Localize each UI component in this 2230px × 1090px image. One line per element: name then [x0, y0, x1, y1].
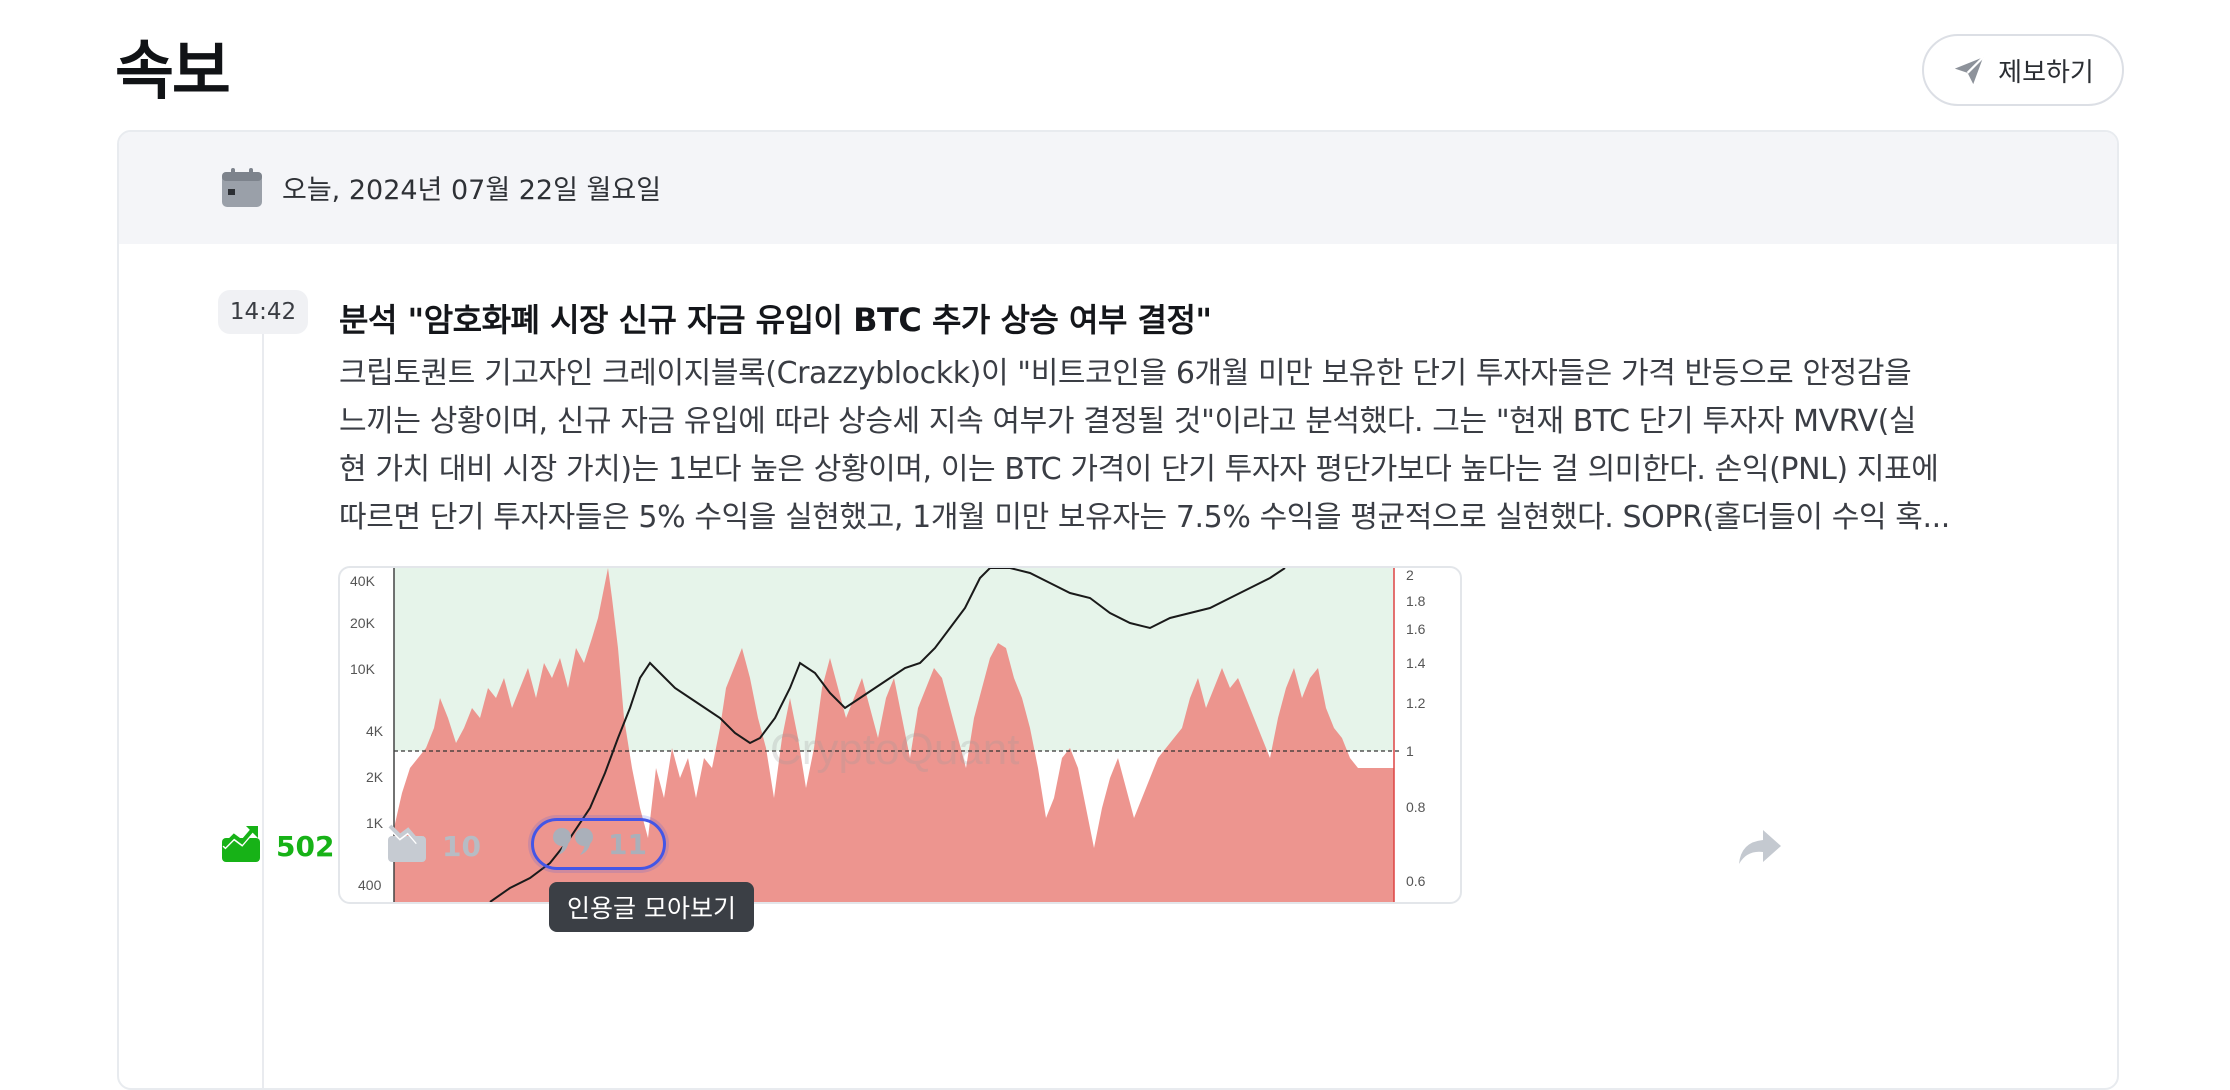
left-axis-tick: 40K: [350, 573, 376, 589]
bearish-count: 10: [442, 830, 481, 863]
bullish-button[interactable]: 502: [220, 822, 334, 871]
chart-watermark: CryptoQuant: [770, 725, 1019, 774]
right-axis-tick: 1: [1406, 743, 1414, 759]
calendar-icon: [221, 168, 263, 212]
share-icon[interactable]: [1737, 828, 1783, 870]
left-axis-tick: 1K: [366, 815, 384, 831]
news-body[interactable]: 크립토퀀트 기고자인 크레이지블록(Crazzyblockk)이 "비트코인을 …: [339, 350, 2079, 542]
news-chart-image[interactable]: 40K 20K 10K 4K 2K 1K 400 2 1.8 1.6 1.4 1…: [338, 566, 1462, 904]
right-axis-tick: 1.6: [1406, 621, 1426, 637]
left-axis-tick: 400: [358, 877, 382, 893]
date-text: 오늘, 2024년 07월 22일 월요일: [282, 175, 662, 206]
report-button[interactable]: 제보하기: [1922, 34, 2124, 106]
quote-icon: [552, 825, 596, 864]
right-axis-tick: 1.8: [1406, 593, 1426, 609]
news-body-line: 따르면 단기 투자자들은 5% 수익을 실현했고, 1개월 미만 보유자는 7.…: [339, 500, 1950, 535]
page-title: 속보: [115, 35, 231, 109]
right-axis-tick: 0.6: [1406, 873, 1426, 889]
timeline-line: [262, 328, 264, 1088]
left-axis-tick: 10K: [350, 661, 376, 677]
trend-down-icon: [386, 822, 428, 871]
date-header: 오늘, 2024년 07월 22일 월요일: [119, 132, 2117, 244]
right-axis-tick: 1.2: [1406, 695, 1426, 711]
right-axis-tick: 1.4: [1406, 655, 1426, 671]
news-body-line: 현 가치 대비 시장 가치)는 1보다 높은 상황이며, 이는 BTC 가격이 …: [339, 452, 1939, 487]
news-body-line: 크립토퀀트 기고자인 크레이지블록(Crazzyblockk)이 "비트코인을 …: [339, 356, 1912, 391]
left-axis-tick: 20K: [350, 615, 376, 631]
quote-tooltip: 인용글 모아보기: [549, 882, 754, 932]
send-icon: [1952, 53, 1986, 87]
quote-count: 11: [608, 827, 647, 861]
left-axis-tick: 2K: [366, 769, 384, 785]
report-button-label: 제보하기: [1998, 57, 2094, 88]
bearish-button[interactable]: 10: [386, 822, 481, 871]
time-badge: 14:42: [218, 290, 308, 334]
right-axis-tick: 0.8: [1406, 799, 1426, 815]
left-axis-tick: 4K: [366, 723, 384, 739]
trend-up-icon: [220, 822, 262, 871]
bullish-count: 502: [276, 830, 335, 863]
right-axis-tick: 2: [1406, 568, 1414, 583]
news-title[interactable]: 분석 "암호화폐 시장 신규 자금 유입이 BTC 추가 상승 여부 결정": [339, 301, 1212, 339]
news-body-line: 느끼는 상황이며, 신규 자금 유입에 따라 상승세 지속 여부가 결정될 것"…: [339, 404, 1917, 439]
news-card: 오늘, 2024년 07월 22일 월요일 14:42 분석 "암호화폐 시장 …: [117, 130, 2119, 1090]
quote-button[interactable]: 11: [531, 818, 666, 870]
